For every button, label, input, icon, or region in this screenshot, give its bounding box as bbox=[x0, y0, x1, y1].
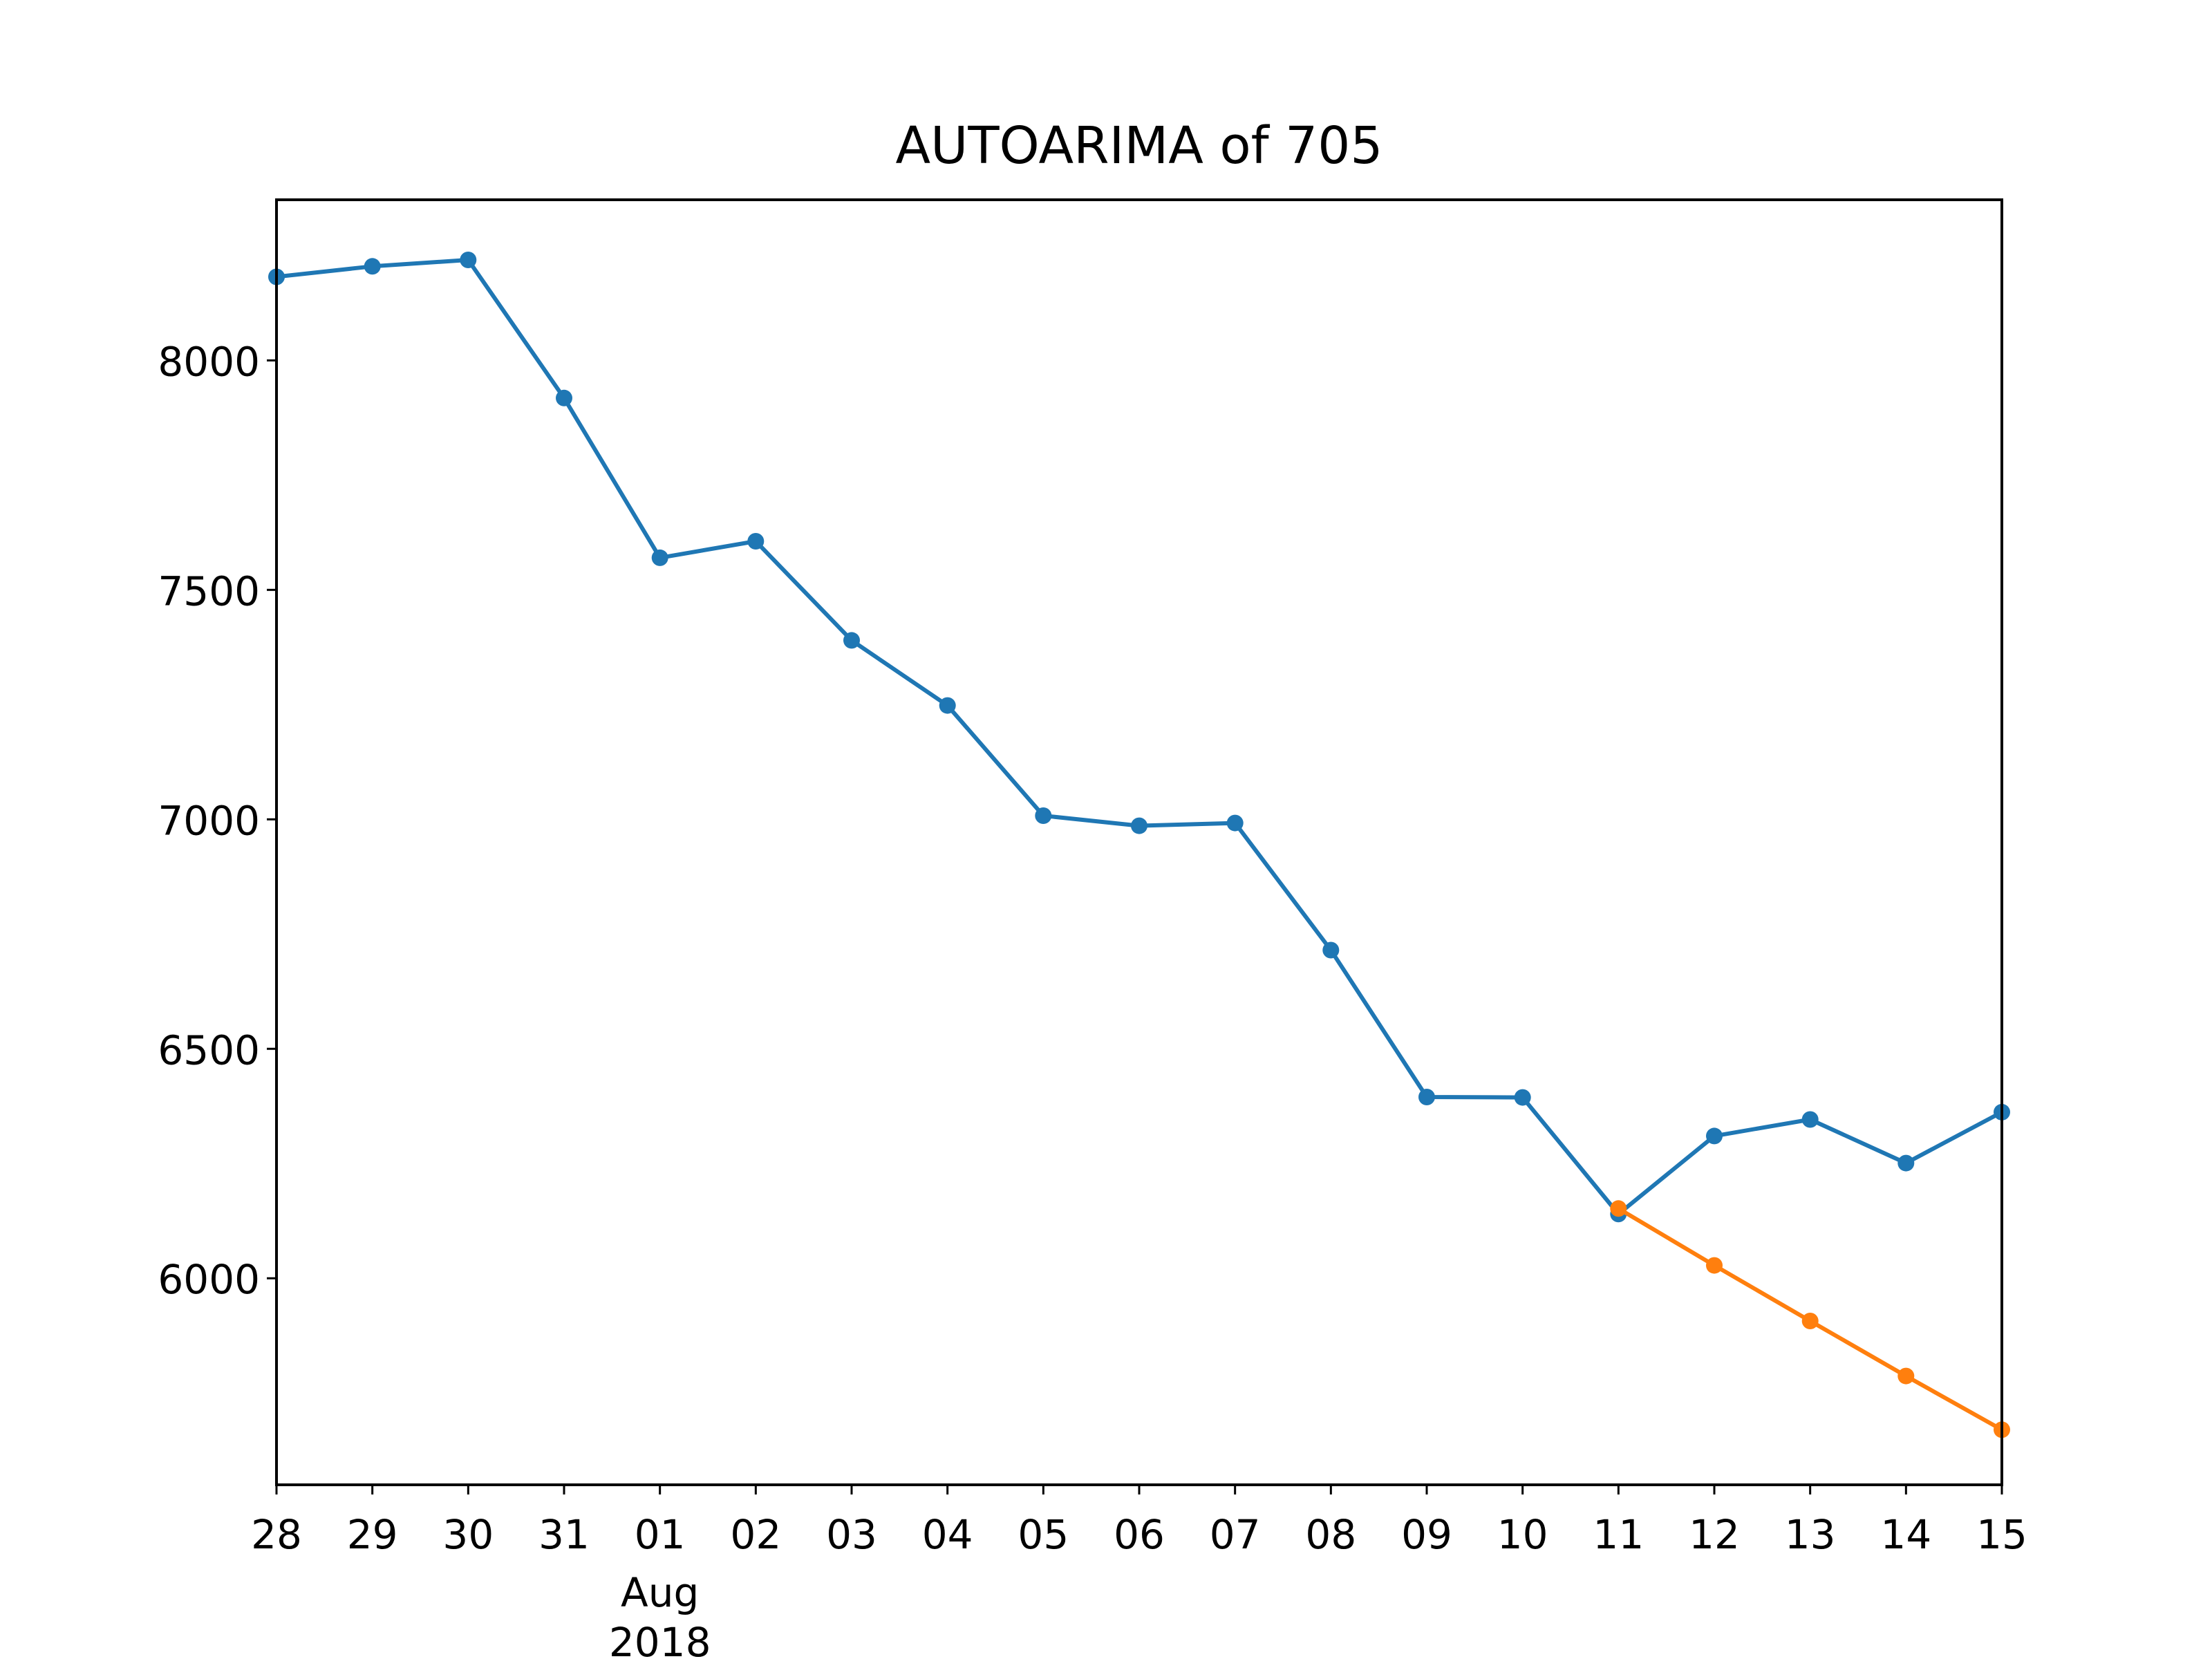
data-point-actual-10 bbox=[1514, 1089, 1531, 1106]
data-point-actual-05 bbox=[1035, 807, 1052, 824]
x-tick-label: 28 bbox=[251, 1511, 302, 1558]
data-point-actual-08 bbox=[1322, 941, 1340, 959]
data-point-actual-12 bbox=[1706, 1127, 1723, 1145]
x-axis: 28 29 30 31 01 02 03 04 05 06 07 08 09 10 11 12 13 14 15 Au… bbox=[251, 1485, 2027, 1659]
data-point-actual-06 bbox=[1131, 817, 1147, 834]
y-tick-label: 7500 bbox=[158, 568, 260, 615]
x-month-label: Aug bbox=[621, 1569, 699, 1616]
data-point-forecast-14 bbox=[1897, 1367, 1915, 1385]
x-tick-label: 10 bbox=[1497, 1511, 1548, 1558]
data-point-actual-09 bbox=[1418, 1089, 1435, 1105]
y-tick-label: 7000 bbox=[158, 797, 260, 844]
x-tick-label: 06 bbox=[1114, 1511, 1165, 1558]
data-point-actual-03 bbox=[843, 632, 860, 649]
x-tick-label: 08 bbox=[1305, 1511, 1356, 1558]
series-layer bbox=[268, 252, 2010, 1438]
data-point-actual-02 bbox=[747, 533, 765, 550]
x-tick-label: 03 bbox=[826, 1511, 877, 1558]
data-point-actual-01 bbox=[651, 549, 668, 566]
data-point-actual-04 bbox=[939, 697, 956, 714]
data-point-actual-31 bbox=[556, 389, 572, 406]
x-tick-label: 07 bbox=[1210, 1511, 1261, 1558]
x-tick-label: 05 bbox=[1018, 1511, 1069, 1558]
x-tick-label: 12 bbox=[1689, 1511, 1740, 1558]
x-tick-label: 09 bbox=[1401, 1511, 1452, 1558]
data-point-forecast-11 bbox=[1610, 1200, 1627, 1217]
data-point-actual-29 bbox=[364, 258, 381, 275]
data-point-forecast-13 bbox=[1801, 1313, 1819, 1329]
x-tick-label: 30 bbox=[442, 1511, 494, 1558]
y-tick-label: 6500 bbox=[158, 1027, 260, 1074]
x-tick-label: 14 bbox=[1880, 1511, 1931, 1558]
x-tick-label: 02 bbox=[730, 1511, 781, 1558]
x-tick-label: 01 bbox=[635, 1511, 686, 1558]
x-tick-label: 04 bbox=[922, 1511, 973, 1558]
x-tick-label: 31 bbox=[538, 1511, 590, 1558]
data-point-forecast-12 bbox=[1706, 1257, 1723, 1274]
y-tick-label: 6000 bbox=[158, 1256, 260, 1303]
data-point-actual-14 bbox=[1897, 1154, 1915, 1172]
data-point-actual-13 bbox=[1801, 1111, 1819, 1128]
x-tick-label: 13 bbox=[1785, 1511, 1836, 1558]
chart-title: AUTOARIMA of 705 bbox=[896, 116, 1383, 176]
x-tick-label: 11 bbox=[1593, 1511, 1644, 1558]
x-year-label: 2018 bbox=[609, 1619, 711, 1659]
data-point-actual-30 bbox=[460, 252, 477, 268]
x-tick-label: 15 bbox=[1976, 1511, 2027, 1558]
y-axis: 6000 6500 7000 7500 8000 bbox=[158, 338, 276, 1303]
x-tick-label: 29 bbox=[347, 1511, 398, 1558]
y-tick-label: 8000 bbox=[158, 338, 260, 385]
plot-frame bbox=[275, 198, 2003, 1486]
data-point-actual-07 bbox=[1226, 814, 1244, 832]
